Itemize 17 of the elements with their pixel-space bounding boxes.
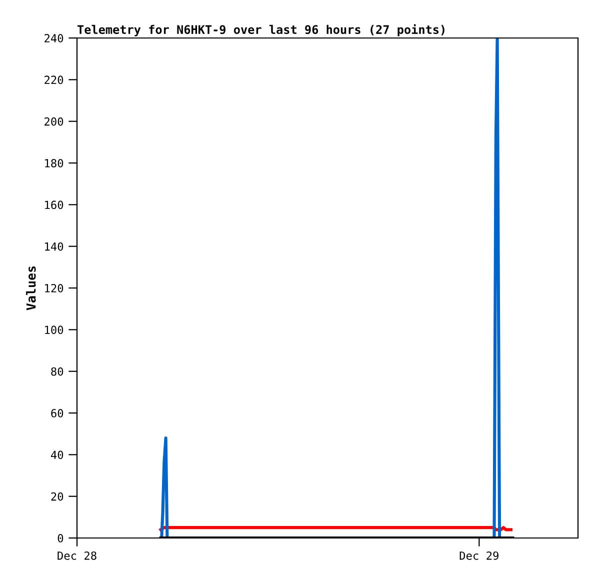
y-tick-label: 40: [50, 450, 64, 460]
chart-title: Telemetry for N6HKT-9 over last 96 hours (27 points): [78, 24, 444, 36]
x-tick-label: Dec 29: [460, 551, 498, 560]
y-tick-label: 80: [51, 367, 64, 376]
y-tick-label: 240: [44, 34, 64, 42]
y-tick-label: 160: [45, 200, 64, 210]
x-tick-label: Dec 28: [58, 551, 96, 560]
y-tick-label: 120: [45, 284, 64, 292]
y-tick-label: 140: [45, 242, 64, 251]
y-tick-label: 0: [58, 534, 64, 542]
y-axis-title: Values: [26, 266, 36, 310]
y-tick-label: 60: [51, 409, 64, 418]
y-tick-label: 220: [44, 76, 64, 84]
y-tick-label: 100: [45, 326, 64, 334]
y-tick-label: 200: [44, 117, 64, 126]
y-tick-label: 20: [51, 492, 64, 501]
y-tick-label: 180: [45, 159, 64, 168]
